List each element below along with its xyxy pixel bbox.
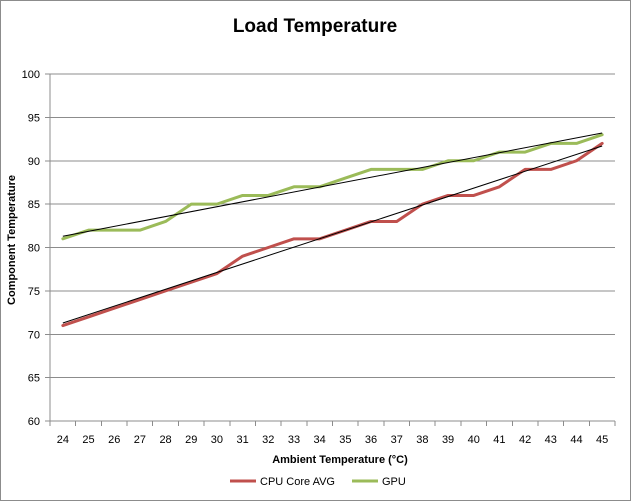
x-tick-label: 43 — [545, 434, 557, 446]
series-line-gpu — [61, 133, 604, 241]
y-tick-label: 80 — [28, 243, 40, 255]
x-tick-label: 25 — [82, 434, 94, 446]
x-tick-label: 40 — [468, 434, 480, 446]
x-tick-label: 31 — [236, 434, 248, 446]
y-tick-labels: 60 65 70 75 80 85 90 95 100 — [22, 69, 40, 428]
y-axis-title: Component Temperature — [6, 175, 18, 305]
legend-label-cpu-core-avg: CPU Core AVG — [260, 476, 335, 488]
legend: CPU Core AVG GPU — [230, 476, 406, 488]
trendline-gpu — [62, 132, 603, 237]
gridlines — [45, 73, 615, 422]
x-tick-label: 28 — [159, 434, 171, 446]
y-tick-label: 75 — [28, 286, 40, 298]
y-tick-label: 65 — [28, 373, 40, 385]
chart-title: Load Temperature — [233, 16, 397, 37]
x-axis-title: Ambient Temperature (°C) — [272, 454, 408, 466]
x-tick-label: 27 — [134, 434, 146, 446]
x-tick-label: 24 — [57, 434, 69, 446]
x-tick-label: 26 — [108, 434, 120, 446]
x-tick-label: 35 — [339, 434, 351, 446]
x-tick-label: 30 — [211, 434, 223, 446]
y-tick-label: 60 — [28, 416, 40, 428]
x-tick-label: 42 — [519, 434, 531, 446]
x-tick-label: 37 — [391, 434, 403, 446]
y-tick-label: 90 — [28, 156, 40, 168]
y-tick-label: 85 — [28, 199, 40, 211]
y-tick-label: 70 — [28, 329, 40, 341]
x-tick-label: 45 — [596, 434, 608, 446]
x-tick-label: 38 — [416, 434, 428, 446]
legend-label-gpu: GPU — [382, 476, 406, 488]
x-tick-label: 34 — [314, 434, 326, 446]
x-tick-label: 44 — [570, 434, 582, 446]
y-tick-label: 95 — [28, 112, 40, 124]
y-tick-label: 100 — [22, 69, 40, 81]
x-tick-label: 36 — [365, 434, 377, 446]
trendline-cpu-core-avg — [62, 145, 603, 324]
x-tick-label: 32 — [262, 434, 274, 446]
x-tick-label: 39 — [442, 434, 454, 446]
axes — [49, 74, 616, 426]
x-tick-labels: 24 25 26 27 28 29 30 31 32 33 34 35 36 37 38 39 40 41 42 43… — [57, 434, 609, 446]
x-tick-label: 41 — [493, 434, 505, 446]
x-tick-label: 29 — [185, 434, 197, 446]
trendlines — [62, 132, 603, 324]
x-tick-label: 33 — [288, 434, 300, 446]
